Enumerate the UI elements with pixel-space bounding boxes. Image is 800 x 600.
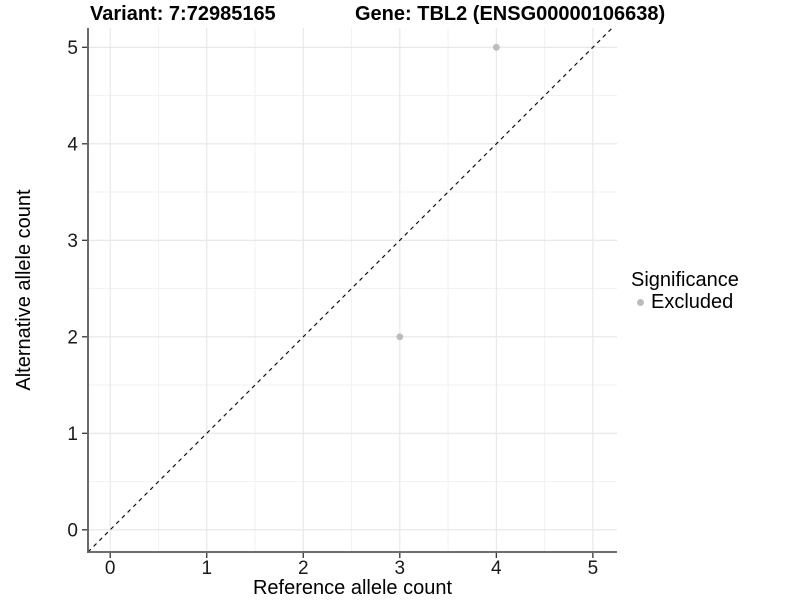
y-tick-label: 2	[67, 327, 78, 348]
legend-item-excluded: Excluded	[631, 292, 739, 312]
y-tick-label: 0	[67, 520, 78, 541]
y-tick-label: 3	[67, 231, 78, 252]
legend-item-label: Excluded	[651, 291, 734, 313]
identity-reference-line	[88, 28, 613, 552]
legend-point-icon	[637, 298, 644, 306]
legend: Significance Excluded	[631, 269, 739, 313]
x-tick-label: 3	[395, 558, 406, 579]
data-point	[492, 43, 500, 51]
x-tick-label: 0	[105, 558, 116, 579]
y-tick-label: 4	[67, 134, 78, 155]
x-axis-title: Reference allele count	[252, 577, 452, 599]
y-axis-title: Alternative allele count	[13, 189, 35, 391]
x-tick-label: 1	[201, 558, 212, 579]
y-tick-label: 1	[67, 424, 78, 445]
y-tick-label: 5	[67, 38, 78, 59]
variant-title: Variant: 7:72985165	[90, 3, 276, 25]
legend-title: Significance	[631, 269, 739, 291]
gene-title: Gene: TBL2 (ENSG00000106638)	[355, 3, 666, 25]
data-point	[396, 333, 404, 341]
x-tick-label: 2	[298, 558, 309, 579]
x-tick-label: 5	[588, 558, 599, 579]
x-tick-label: 4	[491, 558, 502, 579]
